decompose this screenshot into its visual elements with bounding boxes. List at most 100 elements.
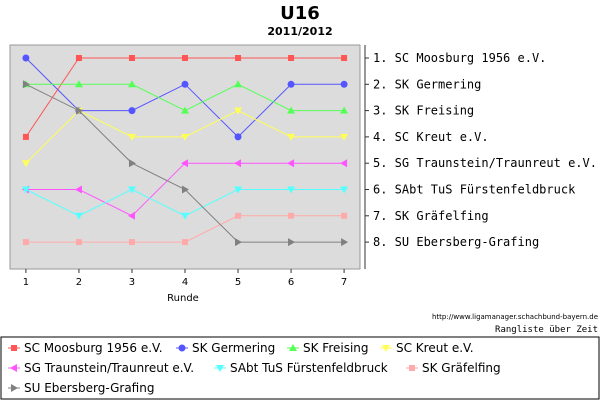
data-point: [21, 186, 30, 194]
data-point: [340, 133, 349, 141]
data-point: [182, 55, 188, 61]
data-point: [235, 55, 242, 61]
data-point: [340, 159, 348, 168]
x-tick-label: 3: [129, 277, 135, 288]
legend-marker: [216, 365, 224, 372]
rank-label: 3. SK Freising: [373, 104, 474, 118]
data-point: [127, 211, 135, 220]
legend-label: SK Gräfelfing: [422, 361, 501, 375]
source-url: http://www.ligamanager.schachbund-bayern…: [432, 313, 598, 321]
rank-label: 4. SC Kreut e.V.: [373, 130, 489, 144]
chart-title: U16: [280, 3, 320, 24]
x-tick-label: 4: [182, 277, 188, 288]
chart-subtitle: 2011/2012: [267, 25, 332, 38]
data-point: [182, 185, 189, 194]
legend-item: SC Kreut e.V.: [380, 341, 474, 355]
data-point: [181, 106, 189, 114]
legend-label: SK Freising: [303, 341, 369, 355]
data-point: [75, 106, 83, 115]
data-point: [341, 55, 348, 61]
data-point: [340, 80, 348, 88]
x-tick-label: 1: [23, 277, 29, 288]
data-point: [287, 80, 295, 88]
x-tick-label: 5: [235, 277, 241, 288]
data-point: [234, 133, 242, 141]
data-point: [74, 80, 83, 88]
legend-item: SG Traunstein/Traunreut e.V.: [8, 361, 194, 375]
data-point: [287, 186, 296, 194]
legend-marker: [11, 345, 17, 351]
legend-item: SC Moosburg 1956 e.V.: [8, 341, 163, 355]
legend-label: SG Traunstein/Traunreut e.V.: [24, 361, 194, 375]
legend-label: SC Kreut e.V.: [396, 341, 474, 355]
data-point: [287, 159, 295, 168]
rank-label: 1. SC Moosburg 1956 e.V.: [373, 51, 546, 65]
data-point: [74, 185, 82, 194]
data-point: [127, 80, 136, 88]
data-point: [288, 212, 295, 219]
series-6: [21, 186, 349, 220]
data-point: [128, 107, 136, 115]
legend-item: SU Ebersberg-Grafing: [8, 381, 154, 395]
data-point: [128, 55, 135, 61]
legend-item: SK Germering: [176, 341, 275, 355]
data-point: [341, 238, 349, 247]
data-point: [340, 186, 349, 194]
data-point: [181, 159, 188, 168]
data-point: [22, 239, 29, 246]
data-point: [235, 238, 243, 247]
rank-label: 5. SG Traunstein/Traunreut e.V.: [373, 156, 597, 170]
legend-marker: [409, 365, 415, 371]
data-point: [287, 106, 296, 114]
series-layer: [21, 54, 349, 247]
rank-label: 6. SAbt TuS Fürstenfeldbruck: [373, 183, 576, 197]
data-point: [74, 212, 83, 220]
data-point: [22, 133, 29, 140]
data-point: [287, 133, 296, 141]
series-7: [22, 212, 348, 246]
rank-label: 8. SU Ebersberg-Grafing: [373, 235, 539, 249]
series-1: [22, 55, 348, 140]
rank-label: 7. SK Gräfelfing: [373, 209, 489, 223]
plot-area: [9, 44, 361, 270]
series-8: [22, 80, 349, 247]
legend: SC Moosburg 1956 e.V. SK Germering SK Frei…: [8, 341, 501, 395]
data-point: [340, 106, 349, 114]
legend-marker: [11, 384, 18, 392]
data-point: [127, 186, 136, 194]
legend-label: SU Ebersberg-Grafing: [24, 381, 154, 395]
data-point: [22, 54, 30, 62]
legend-marker: [10, 364, 17, 372]
data-point: [21, 160, 30, 168]
data-point: [127, 133, 136, 141]
data-point: [234, 107, 243, 115]
data-point: [341, 212, 348, 219]
series-3: [21, 80, 349, 114]
legend-item: SAbt TuS Fürstenfeldbruck: [214, 361, 388, 375]
x-tick-label: 2: [76, 277, 82, 288]
data-point: [22, 80, 30, 89]
legend-label: SK Germering: [192, 341, 275, 355]
data-point: [128, 159, 136, 168]
data-point: [288, 238, 296, 247]
x-tick-label: 7: [341, 277, 347, 288]
data-point: [235, 212, 242, 219]
x-axis-label: Runde: [167, 293, 199, 304]
x-axis-ticks: 1 2 3 4 5 6 7: [23, 269, 347, 288]
legend-item: SK Freising: [287, 341, 369, 355]
data-point: [128, 239, 135, 246]
data-point: [182, 239, 188, 246]
data-point: [75, 55, 82, 61]
legend-item: SK Gräfelfing: [406, 361, 501, 375]
data-point: [234, 80, 243, 88]
chart-caption: Rangliste über Zeit: [495, 325, 598, 335]
data-point: [234, 159, 242, 168]
rank-label: 2. SK Germering: [373, 77, 481, 91]
data-point: [288, 55, 295, 61]
legend-box: [0, 336, 600, 400]
x-tick-label: 6: [288, 277, 294, 288]
legend-marker: [178, 344, 186, 352]
legend-marker: [289, 344, 297, 351]
